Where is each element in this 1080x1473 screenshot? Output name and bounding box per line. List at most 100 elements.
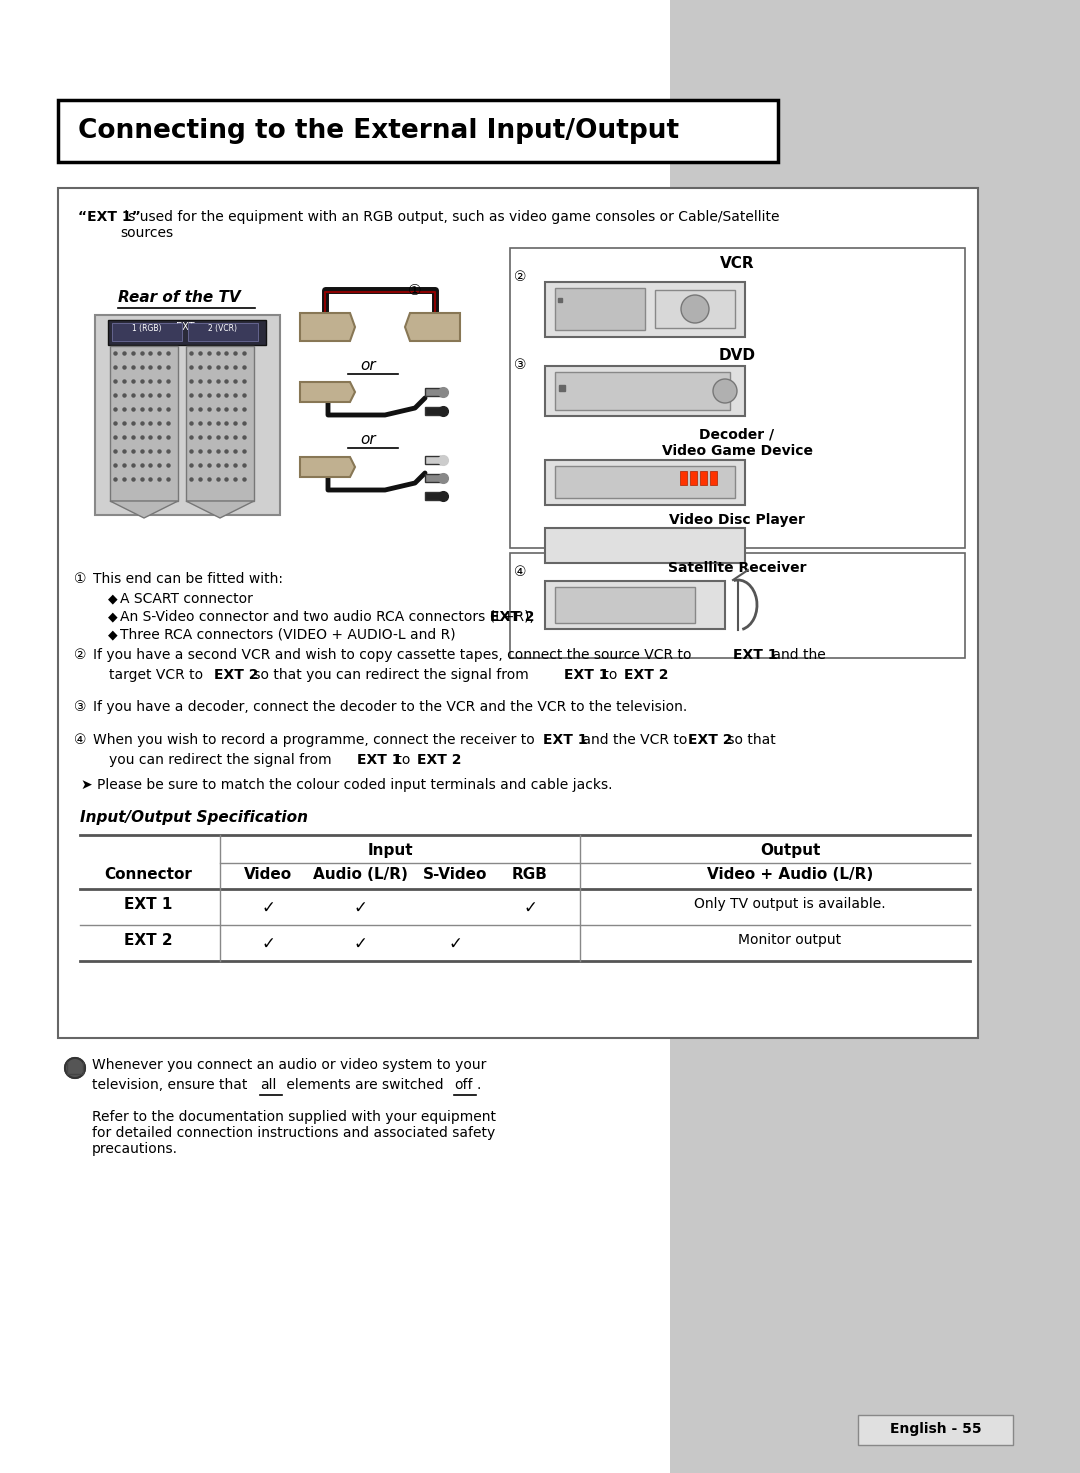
Text: Whenever you connect an audio or video system to your: Whenever you connect an audio or video s… [92, 1058, 486, 1072]
Text: EXT 1: EXT 1 [357, 753, 402, 767]
Text: RGB: RGB [512, 868, 548, 882]
Bar [555, 289, 645, 330]
Circle shape [681, 295, 708, 323]
Polygon shape [186, 501, 254, 518]
Text: Input: Input [367, 843, 413, 857]
Bar [426, 474, 441, 482]
Text: Refer to the documentation supplied with your equipment
for detailed connection : Refer to the documentation supplied with… [92, 1111, 496, 1156]
Text: When you wish to record a programme, connect the receiver to: When you wish to record a programme, con… [93, 734, 539, 747]
Bar [858, 1416, 1013, 1445]
Text: DVD: DVD [718, 348, 756, 362]
Text: ◆: ◆ [108, 610, 118, 623]
Text: EXT 1: EXT 1 [564, 667, 608, 682]
Bar [426, 457, 441, 464]
Bar [58, 189, 978, 1038]
Text: ➤: ➤ [80, 778, 92, 792]
Text: Video + Audio (L/R): Video + Audio (L/R) [707, 868, 873, 882]
Text: S-Video: S-Video [422, 868, 487, 882]
Text: EXT 2: EXT 2 [214, 667, 258, 682]
Text: ②: ② [73, 648, 86, 661]
Bar [426, 407, 441, 415]
Text: Satellite Receiver: Satellite Receiver [667, 561, 807, 574]
Text: 2 (VCR): 2 (VCR) [208, 324, 238, 333]
Text: ◆: ◆ [108, 592, 118, 605]
Text: Video Disc Player: Video Disc Player [670, 513, 805, 527]
Text: EXT 1: EXT 1 [543, 734, 588, 747]
Text: is used for the equipment with an RGB output, such as video game consoles or Cab: is used for the equipment with an RGB ou… [120, 211, 780, 240]
Text: Audio (L/R): Audio (L/R) [312, 868, 407, 882]
Bar [186, 346, 254, 501]
Bar [690, 471, 697, 485]
Text: Video: Video [244, 868, 292, 882]
Text: EXT: EXT [176, 323, 194, 331]
Text: English - 55: English - 55 [890, 1421, 982, 1436]
Bar [654, 290, 735, 328]
Bar [710, 471, 717, 485]
Text: VCR: VCR [719, 256, 754, 271]
Text: Decoder /: Decoder / [700, 429, 774, 442]
Text: elements are switched: elements are switched [282, 1078, 448, 1091]
Bar [510, 552, 966, 658]
Text: “EXT 1”: “EXT 1” [78, 211, 140, 224]
Text: or: or [360, 358, 376, 373]
Bar [95, 315, 280, 516]
Text: target VCR to: target VCR to [109, 667, 207, 682]
Text: ✓: ✓ [261, 935, 275, 953]
Circle shape [713, 379, 737, 404]
Polygon shape [110, 501, 178, 518]
Text: ◆: ◆ [108, 627, 118, 641]
Text: EXT 2: EXT 2 [688, 734, 732, 747]
Bar [545, 281, 745, 337]
Circle shape [65, 1058, 85, 1078]
Text: so that: so that [723, 734, 775, 747]
Text: Video Game Device: Video Game Device [661, 443, 812, 458]
Bar [58, 100, 778, 162]
Text: ✓: ✓ [448, 935, 462, 953]
Text: EXT 1: EXT 1 [124, 897, 172, 912]
Bar [108, 320, 266, 345]
Text: Output: Output [760, 843, 820, 857]
Bar [510, 247, 966, 548]
Text: Please be sure to match the colour coded input terminals and cable jacks.: Please be sure to match the colour coded… [97, 778, 612, 792]
Text: ✓: ✓ [523, 899, 537, 918]
Text: Input/Output Specification: Input/Output Specification [80, 810, 308, 825]
Text: ③: ③ [514, 358, 526, 373]
Text: ④: ④ [73, 734, 86, 747]
Text: you can redirect the signal from: you can redirect the signal from [109, 753, 336, 767]
Bar [700, 471, 707, 485]
Bar [426, 387, 441, 396]
Text: EXT 2: EXT 2 [124, 932, 173, 949]
Text: ✓: ✓ [261, 899, 275, 918]
Text: A SCART connector: A SCART connector [120, 592, 253, 605]
Text: .: . [476, 1078, 481, 1091]
Bar [545, 365, 745, 415]
Circle shape [65, 1058, 85, 1078]
Text: ①: ① [73, 572, 86, 586]
Text: Rear of the TV: Rear of the TV [118, 290, 241, 305]
Text: television, ensure that: television, ensure that [92, 1078, 252, 1091]
Text: If you have a decoder, connect the decoder to the VCR and the VCR to the televis: If you have a decoder, connect the decod… [93, 700, 687, 714]
Text: This end can be fitted with:: This end can be fitted with: [93, 572, 283, 586]
Text: and the: and the [768, 648, 826, 661]
Bar [188, 323, 258, 342]
Text: Connecting to the External Input/Output: Connecting to the External Input/Output [78, 118, 679, 144]
Text: EXT 1: EXT 1 [733, 648, 778, 661]
Text: so that you can redirect the signal from: so that you can redirect the signal from [249, 667, 534, 682]
Text: or: or [360, 432, 376, 446]
Bar [426, 492, 441, 499]
Polygon shape [300, 382, 355, 402]
Text: EXT 2: EXT 2 [624, 667, 669, 682]
Text: Three RCA connectors (VIDEO + AUDIO-L and R): Three RCA connectors (VIDEO + AUDIO-L an… [120, 627, 456, 642]
Bar [670, 0, 1080, 1473]
Text: ✓: ✓ [353, 935, 367, 953]
Text: .: . [453, 753, 457, 767]
Text: ④: ④ [514, 566, 526, 579]
Text: Connector: Connector [104, 868, 192, 882]
Bar [680, 471, 687, 485]
Text: off: off [454, 1078, 473, 1091]
Bar [112, 323, 183, 342]
Bar [545, 527, 745, 563]
Text: to: to [599, 667, 622, 682]
Polygon shape [300, 312, 355, 342]
Text: EXT 2: EXT 2 [490, 610, 535, 625]
